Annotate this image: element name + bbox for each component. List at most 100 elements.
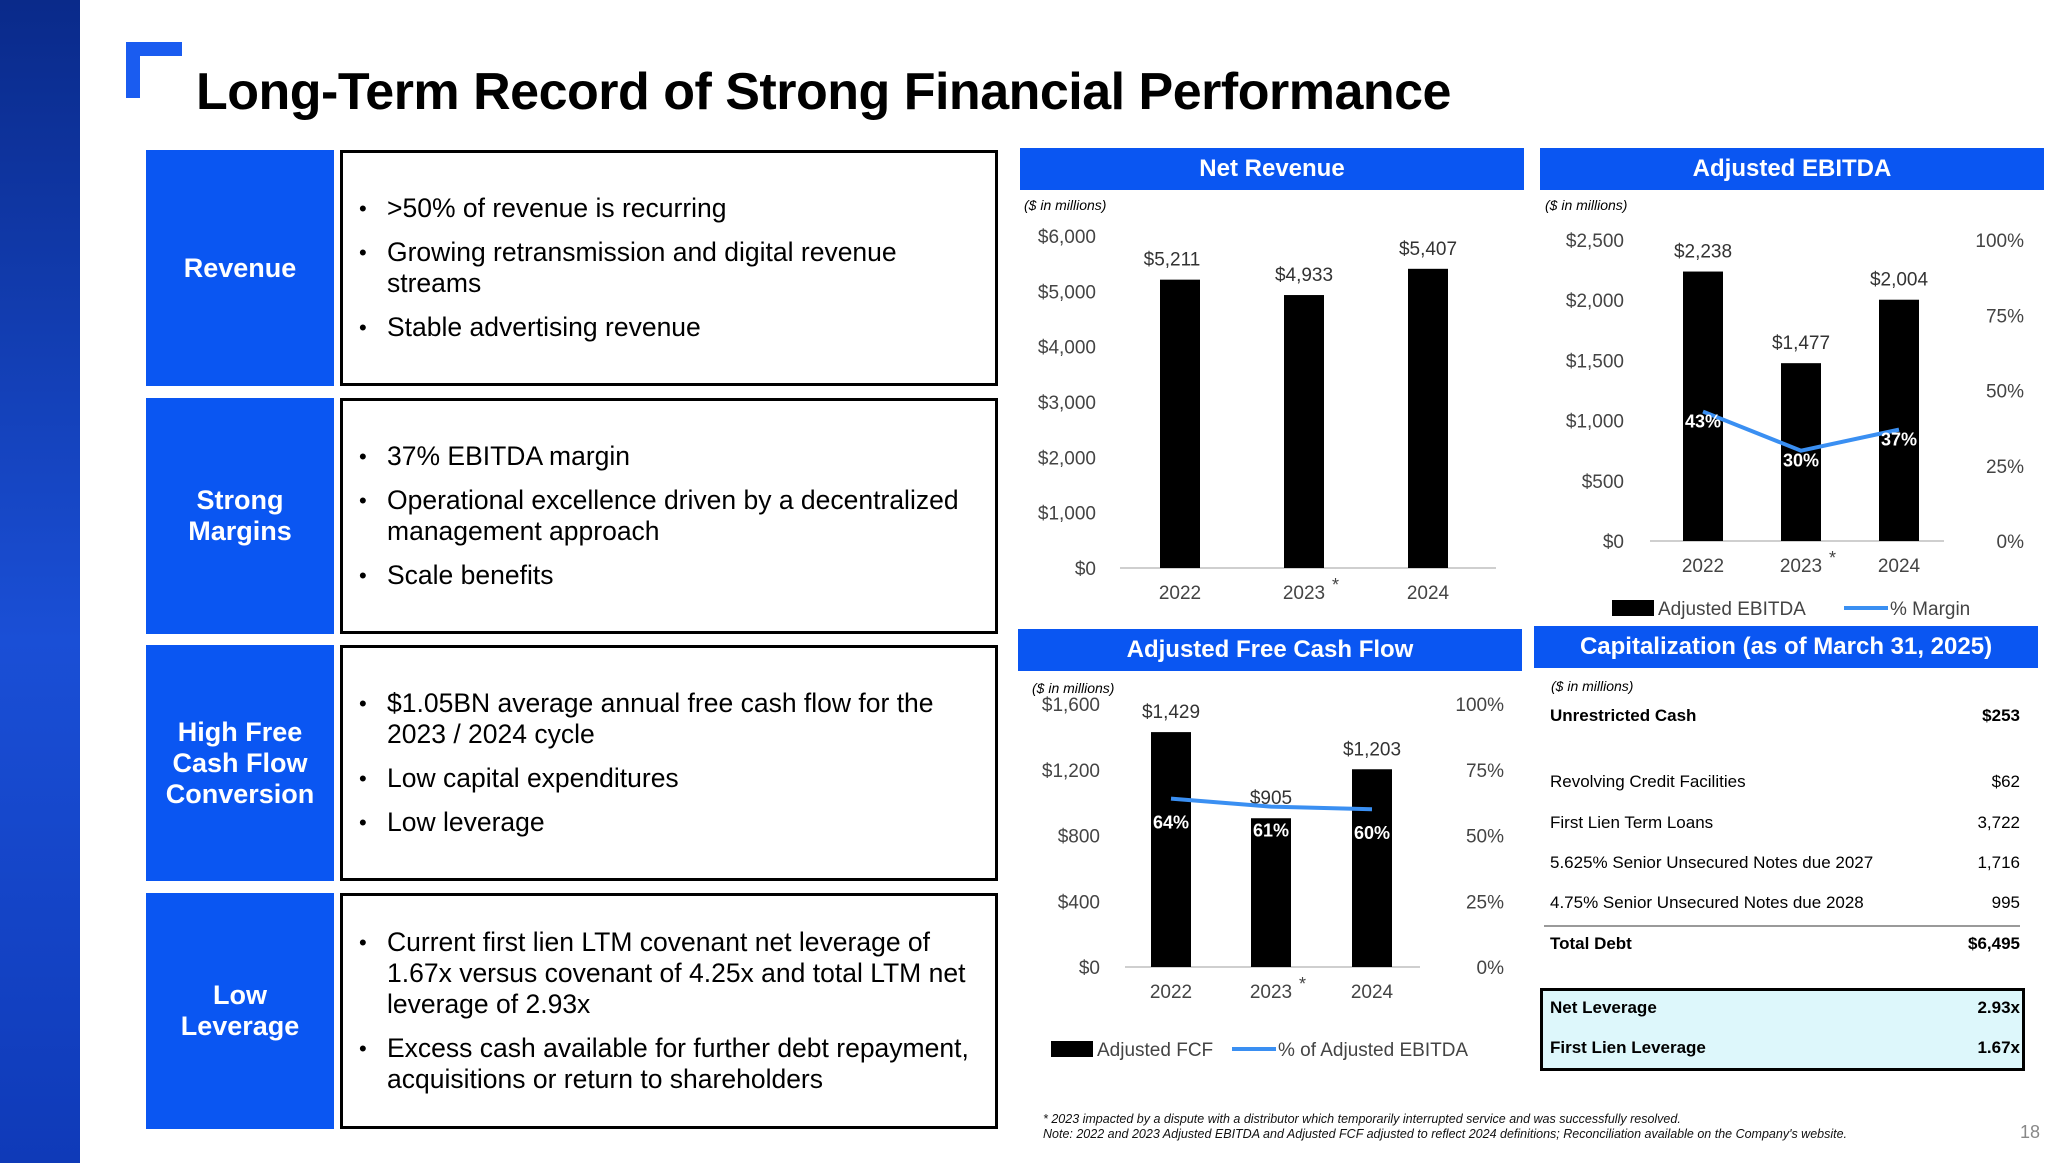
bar <box>1683 271 1723 541</box>
y2-tick-label: 75% <box>1986 306 2024 327</box>
legend-swatch <box>1612 600 1654 616</box>
bar <box>1251 818 1291 967</box>
bullet-item: Growing retransmission and digital reven… <box>355 237 979 299</box>
cap-row-net-leverage: Net Leverage 2.93x <box>1550 998 2020 1018</box>
y-tick-label: $0 <box>1079 958 1100 979</box>
bullet-item: Operational excellence driven by a decen… <box>355 485 979 547</box>
bar-value-label: $2,238 <box>1674 242 1732 263</box>
cap-value: $62 <box>1991 772 2020 791</box>
bar <box>1879 299 1919 541</box>
legend-label: Adjusted FCF <box>1097 1040 1213 1061</box>
margin-label: 43% <box>1685 412 1721 432</box>
bar-value-label: $1,203 <box>1343 739 1401 760</box>
cap-row-debt: First Lien Term Loans 3,722 <box>1550 813 2020 833</box>
adj-ebitda-chart: $0 $500 $1,000 $1,500 $2,000 $2,500 0% 25% 50% 75… <box>1566 231 2024 620</box>
cap-label: 5.625% Senior Unsecured Notes due 2027 <box>1550 853 1874 872</box>
bullet-item: Excess cash available for further debt r… <box>355 1033 979 1095</box>
cap-label: Net Leverage <box>1550 998 1657 1017</box>
section-label-revenue: Revenue <box>146 150 334 386</box>
cap-divider <box>1544 925 2020 927</box>
bullet-item: Low leverage <box>355 807 979 838</box>
x-tick-label: 2023 <box>1780 556 1822 577</box>
bar-value-label: $5,407 <box>1399 239 1457 260</box>
bar <box>1151 732 1191 967</box>
cap-value: 3,722 <box>1977 813 2020 832</box>
page-title: Long-Term Record of Strong Financial Per… <box>196 63 1451 121</box>
y-tick-label: $500 <box>1582 472 1624 493</box>
legend-label: % of Adjusted EBITDA <box>1278 1040 1468 1061</box>
cap-label: First Lien Term Loans <box>1550 813 1714 832</box>
y2-tick-label: 0% <box>1477 958 1505 979</box>
y-tick-label: $5,000 <box>1038 282 1096 303</box>
adj-fcf-title: Adjusted Free Cash Flow <box>1018 629 1522 671</box>
bar <box>1160 279 1200 568</box>
margin-label: 60% <box>1354 823 1390 843</box>
adj-ebitda-title: Adjusted EBITDA <box>1540 148 2044 190</box>
margin-label: 30% <box>1783 451 1819 471</box>
y2-tick-label: 50% <box>1466 827 1504 848</box>
cap-row-debt: 5.625% Senior Unsecured Notes due 2027 1… <box>1550 853 2020 873</box>
adj-fcf-chart: $0 $400 $800 $1,200 $1,600 0% 25% 50% 75% 100% $1,… <box>1042 695 1504 1061</box>
units-label: ($ in millions) <box>1545 197 1628 213</box>
section-content-margins: 37% EBITDA margin Operational excellence… <box>340 398 998 634</box>
y-tick-label: $2,000 <box>1038 448 1096 469</box>
bar-value-label: $1,477 <box>1772 333 1830 354</box>
cap-label: Revolving Credit Facilities <box>1550 772 1746 791</box>
x-tick-label: 2022 <box>1682 556 1724 577</box>
margin-label: 64% <box>1153 813 1189 833</box>
bar-value-label: $5,211 <box>1144 250 1201 271</box>
bar <box>1352 769 1392 967</box>
asterisk-marker: * <box>1829 548 1836 568</box>
x-tick-label: 2024 <box>1878 556 1921 577</box>
cap-label: Unrestricted Cash <box>1550 706 1697 725</box>
cap-row-first-lien-leverage: First Lien Leverage 1.67x <box>1550 1038 2020 1058</box>
y-tick-label: $1,200 <box>1042 761 1100 782</box>
y-tick-label: $4,000 <box>1038 338 1096 359</box>
x-tick-label: 2023 <box>1283 583 1325 604</box>
cap-value: 995 <box>1991 893 2020 912</box>
y2-tick-label: 75% <box>1466 761 1504 782</box>
y-tick-label: $1,000 <box>1566 412 1624 433</box>
margin-line <box>1170 796 1373 812</box>
cap-label: 4.75% Senior Unsecured Notes due 2028 <box>1550 893 1864 912</box>
x-tick-label: 2024 <box>1351 982 1394 1003</box>
bar <box>1408 268 1448 568</box>
cap-row-total-debt: Total Debt $6,495 <box>1550 934 2020 954</box>
section-label-leverage: Low Leverage <box>146 893 334 1129</box>
capitalization-title: Capitalization (as of March 31, 2025) <box>1534 626 2038 668</box>
bar-value-label: $1,429 <box>1142 702 1200 723</box>
y-tick-label: $6,000 <box>1038 227 1096 248</box>
x-tick-label: 2022 <box>1150 982 1192 1003</box>
margin-label: 61% <box>1253 821 1289 841</box>
margin-line <box>1702 409 1900 453</box>
section-label-fcf: High Free Cash Flow Conversion <box>146 645 334 881</box>
x-tick-label: 2024 <box>1407 583 1450 604</box>
x-tick-label: 2022 <box>1159 583 1201 604</box>
y-tick-label: $1,000 <box>1038 504 1096 525</box>
units-label: ($ in millions) <box>1551 678 1634 694</box>
cap-value: 1.67x <box>1977 1038 2020 1057</box>
bullet-item: $1.05BN average annual free cash flow fo… <box>355 688 979 750</box>
section-label-margins: Strong Margins <box>146 398 334 634</box>
bullet-item: 37% EBITDA margin <box>355 441 979 472</box>
y-tick-label: $0 <box>1603 532 1624 553</box>
bullet-item: Current first lien LTM covenant net leve… <box>355 927 979 1020</box>
y2-tick-label: 25% <box>1986 457 2024 478</box>
y2-tick-label: 50% <box>1986 382 2024 403</box>
cap-label: Total Debt <box>1550 934 1632 953</box>
margin-label: 37% <box>1881 430 1917 450</box>
x-tick-label: 2023 <box>1250 982 1292 1003</box>
bar-value-label: $2,004 <box>1870 270 1929 291</box>
asterisk-marker: * <box>1332 575 1339 595</box>
cap-row-debt: Revolving Credit Facilities $62 <box>1550 772 2020 792</box>
bar <box>1284 295 1324 568</box>
bullet-item: Stable advertising revenue <box>355 312 979 343</box>
y2-tick-label: 25% <box>1466 892 1504 913</box>
footnote-line: * 2023 impacted by a dispute with a dist… <box>1043 1112 1681 1126</box>
bullet-item: >50% of revenue is recurring <box>355 193 979 224</box>
cap-value: $253 <box>1982 706 2020 725</box>
bullet-item: Low capital expenditures <box>355 763 979 794</box>
cap-row-debt: 4.75% Senior Unsecured Notes due 2028 99… <box>1550 893 2020 913</box>
y2-tick-label: 0% <box>1997 532 2025 553</box>
